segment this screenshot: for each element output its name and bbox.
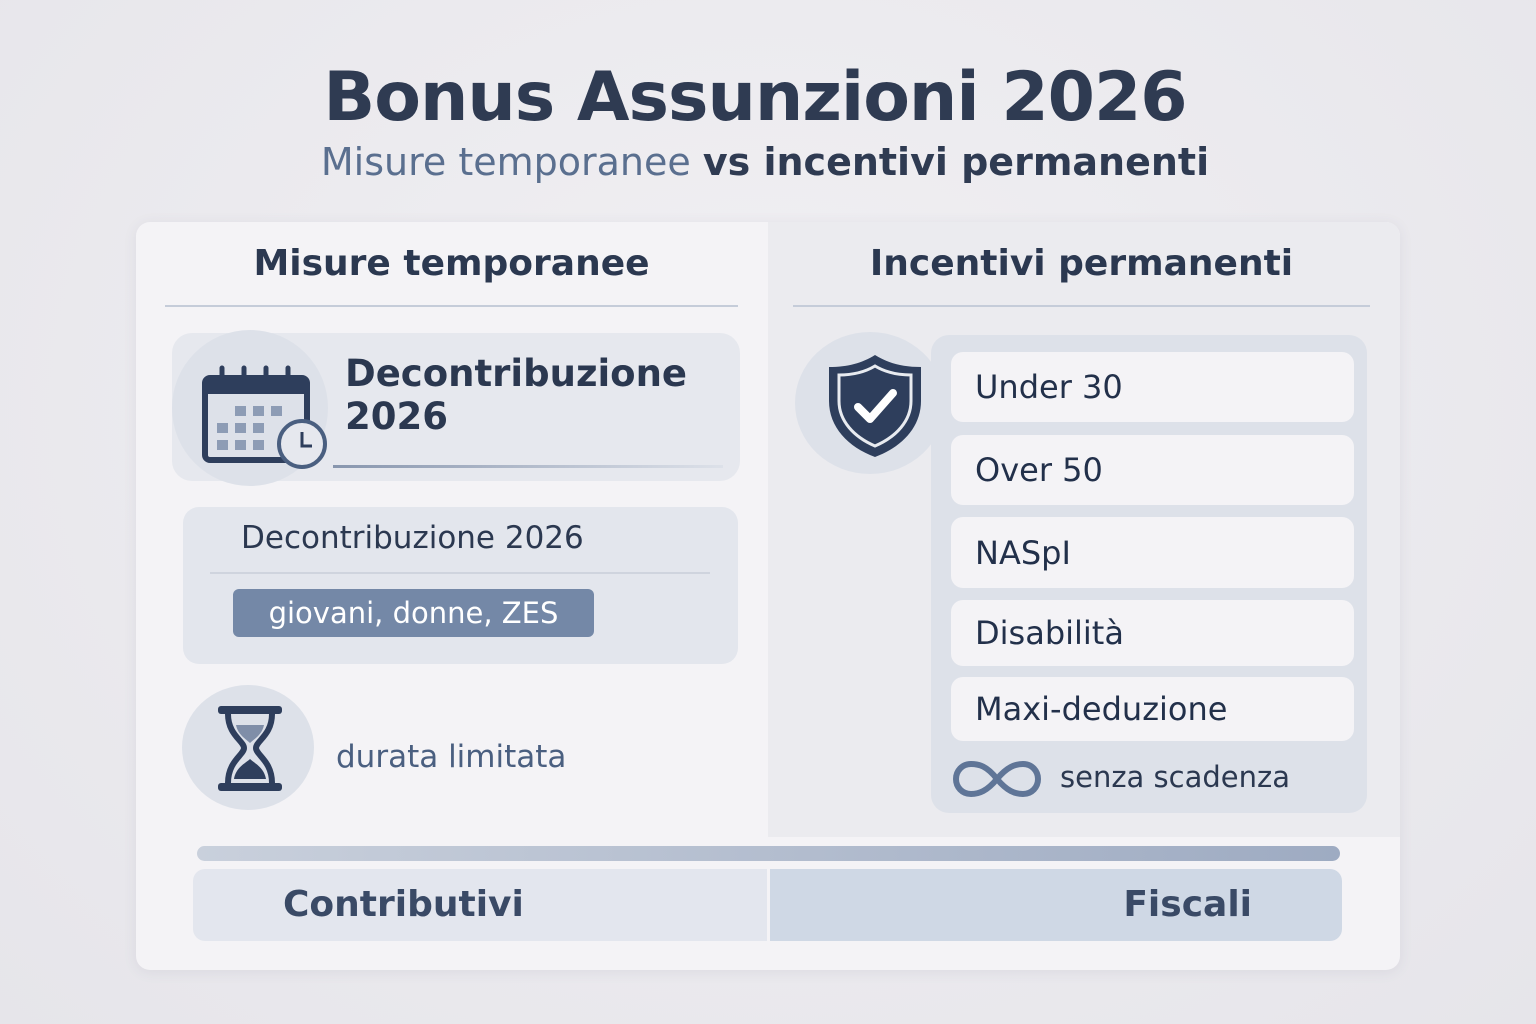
incentive-item-under-30: Under 30 <box>951 352 1354 422</box>
title-line-2: 2026 <box>345 395 448 438</box>
title-line-1: Decontribuzione <box>345 352 688 395</box>
right-divider <box>793 305 1370 307</box>
calendar-clock-icon <box>202 365 327 469</box>
duration-label: durata limitata <box>336 739 567 775</box>
shield-check-icon <box>829 355 921 457</box>
incentive-item-over-50: Over 50 <box>951 435 1354 505</box>
decontribuzione-detail-box <box>183 507 738 664</box>
contributivi-segment <box>193 869 767 941</box>
subtitle-temporary: Misure temporanee <box>320 140 691 184</box>
fiscali-label: Fiscali <box>1123 884 1252 925</box>
page-title: Bonus Assunzioni 2026 <box>323 58 1187 137</box>
target-tag: giovani, donne, ZES <box>233 589 594 637</box>
no-expiry-label: senza scadenza <box>1060 760 1290 794</box>
contributivi-label: Contributivi <box>283 884 524 925</box>
feature-underline <box>333 465 723 468</box>
page-subtitle: Misure temporanee vs incentivi permanent… <box>0 140 1530 184</box>
detail-title: Decontribuzione 2026 <box>241 520 584 556</box>
subtitle-permanent: vs incentivi permanenti <box>702 140 1210 184</box>
right-header: Incentivi permanenti <box>869 243 1294 284</box>
fiscali-segment <box>770 869 1342 941</box>
spectrum-bar <box>197 846 1340 861</box>
hourglass-icon <box>218 706 282 791</box>
incentive-item-maxi-deduzione: Maxi-deduzione <box>951 677 1354 741</box>
incentive-item-disabilita: Disabilità <box>951 600 1354 666</box>
left-divider <box>165 305 738 307</box>
infinity-icon <box>953 760 1041 798</box>
decontribuzione-title: Decontribuzione 2026 <box>345 352 687 438</box>
left-header: Misure temporanee <box>253 243 650 284</box>
incentive-item-naspi: NASpI <box>951 517 1354 588</box>
detail-divider <box>210 572 710 574</box>
